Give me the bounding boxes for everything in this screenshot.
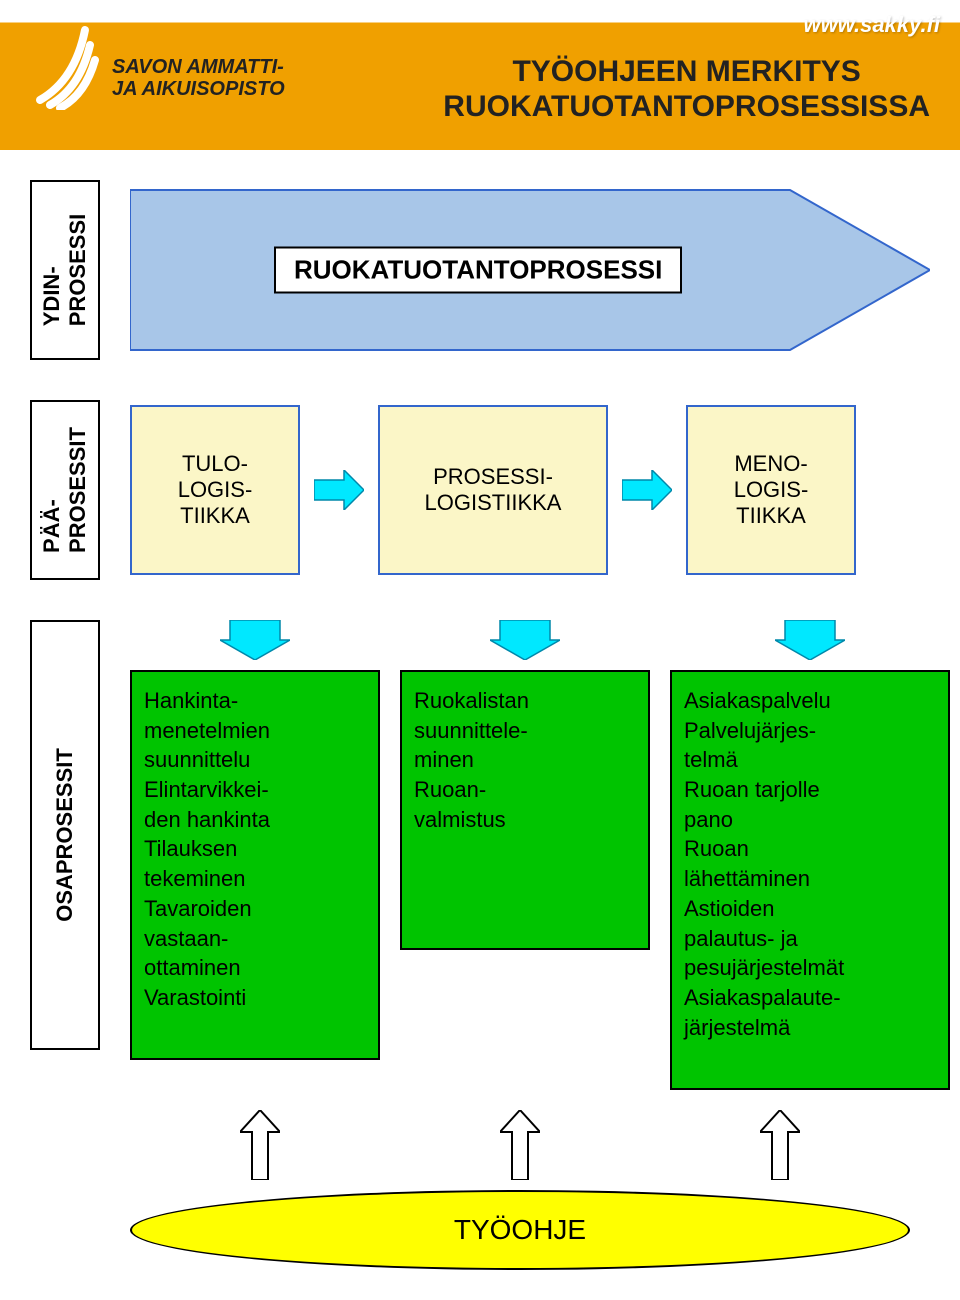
paa-box-2-text: MENO-LOGIS-TIIKKA: [734, 451, 809, 529]
ydin-body: RUOKATUOTANTOPROSESSI: [130, 180, 930, 360]
up-arrow-icon: [240, 1110, 280, 1180]
osa-col-0: Hankinta-menetelmiensuunnitteluElintarvi…: [130, 620, 380, 1090]
org-name: SAVON AMMATTI- JA AIKUISOPISTO: [112, 56, 285, 100]
paa-box-1-text: PROSESSI-LOGISTIIKKA: [425, 464, 562, 516]
right-arrow-icon: [622, 470, 672, 510]
paa-box-1: PROSESSI-LOGISTIIKKA: [378, 405, 608, 575]
ydin-label: RUOKATUOTANTOPROSESSI: [274, 247, 682, 294]
osa-col-1: Ruokalistansuunnittele-minenRuoan-valmis…: [400, 620, 650, 1090]
up-arrows-row: [130, 1110, 910, 1180]
osa-box-2: AsiakaspalveluPalvelujärjes-telmäRuoan t…: [670, 670, 950, 1090]
osa-box-2-text: AsiakaspalveluPalvelujärjes-telmäRuoan t…: [684, 688, 844, 1040]
header-url: www.sakky.fi: [803, 12, 940, 38]
side-label-ydin-text: YDIN-PROSESSI: [39, 214, 91, 326]
ellipse-wrap: TYÖOHJE: [130, 1190, 910, 1270]
side-label-ydin: YDIN-PROSESSI: [30, 180, 100, 360]
logo-area: SAVON AMMATTI- JA AIKUISOPISTO: [30, 20, 285, 110]
ellipse-label: TYÖOHJE: [454, 1214, 586, 1246]
up-arrow-icon: [500, 1110, 540, 1180]
down-arrow-icon: [490, 620, 560, 660]
tyoohje-ellipse: TYÖOHJE: [130, 1190, 910, 1270]
osa-body: Hankinta-menetelmiensuunnitteluElintarvi…: [130, 620, 950, 1090]
org-line2: JA AIKUISOPISTO: [112, 78, 285, 100]
paa-box-2: MENO-LOGIS-TIIKKA: [686, 405, 856, 575]
row-paa: PÄÄ-PROSESSIT TULO-LOGIS-TIIKKA PROSESSI…: [30, 400, 930, 580]
osa-box-1-text: Ruokalistansuunnittele-minenRuoan-valmis…: [414, 688, 529, 832]
side-label-osa: OSAPROSESSIT: [30, 620, 100, 1050]
logo-icon: [30, 20, 100, 110]
paa-body: TULO-LOGIS-TIIKKA PROSESSI-LOGISTIIKKA M…: [130, 400, 930, 580]
page-title: TYÖOHJEEN MERKITYS RUOKATUOTANTOPROSESSI…: [443, 55, 930, 124]
paa-box-0: TULO-LOGIS-TIIKKA: [130, 405, 300, 575]
org-line1: SAVON AMMATTI-: [112, 56, 285, 78]
up-arrow-icon: [760, 1110, 800, 1180]
row-ydin: YDIN-PROSESSI RUOKATUOTANTOPROSESSI: [30, 180, 930, 360]
side-label-paa: PÄÄ-PROSESSIT: [30, 400, 100, 580]
osa-box-1: Ruokalistansuunnittele-minenRuoan-valmis…: [400, 670, 650, 950]
title-line2: RUOKATUOTANTOPROSESSISSA: [443, 90, 930, 125]
down-arrow-icon: [775, 620, 845, 660]
osa-box-0: Hankinta-menetelmiensuunnitteluElintarvi…: [130, 670, 380, 1060]
header-band: SAVON AMMATTI- JA AIKUISOPISTO www.sakky…: [0, 0, 960, 150]
osa-col-2: AsiakaspalveluPalvelujärjes-telmäRuoan t…: [670, 620, 950, 1090]
side-label-osa-text: OSAPROSESSIT: [52, 748, 78, 922]
title-line1: TYÖOHJEEN MERKITYS: [443, 55, 930, 90]
side-label-paa-text: PÄÄ-PROSESSIT: [39, 427, 91, 553]
right-arrow-icon: [314, 470, 364, 510]
diagram-content: YDIN-PROSESSI RUOKATUOTANTOPROSESSI PÄÄ-…: [0, 150, 960, 1300]
down-arrow-icon: [220, 620, 290, 660]
osa-box-0-text: Hankinta-menetelmiensuunnitteluElintarvi…: [144, 688, 270, 1010]
row-osa: OSAPROSESSIT Hankinta-menetelmiensuunnit…: [30, 620, 930, 1090]
paa-box-0-text: TULO-LOGIS-TIIKKA: [178, 451, 253, 529]
